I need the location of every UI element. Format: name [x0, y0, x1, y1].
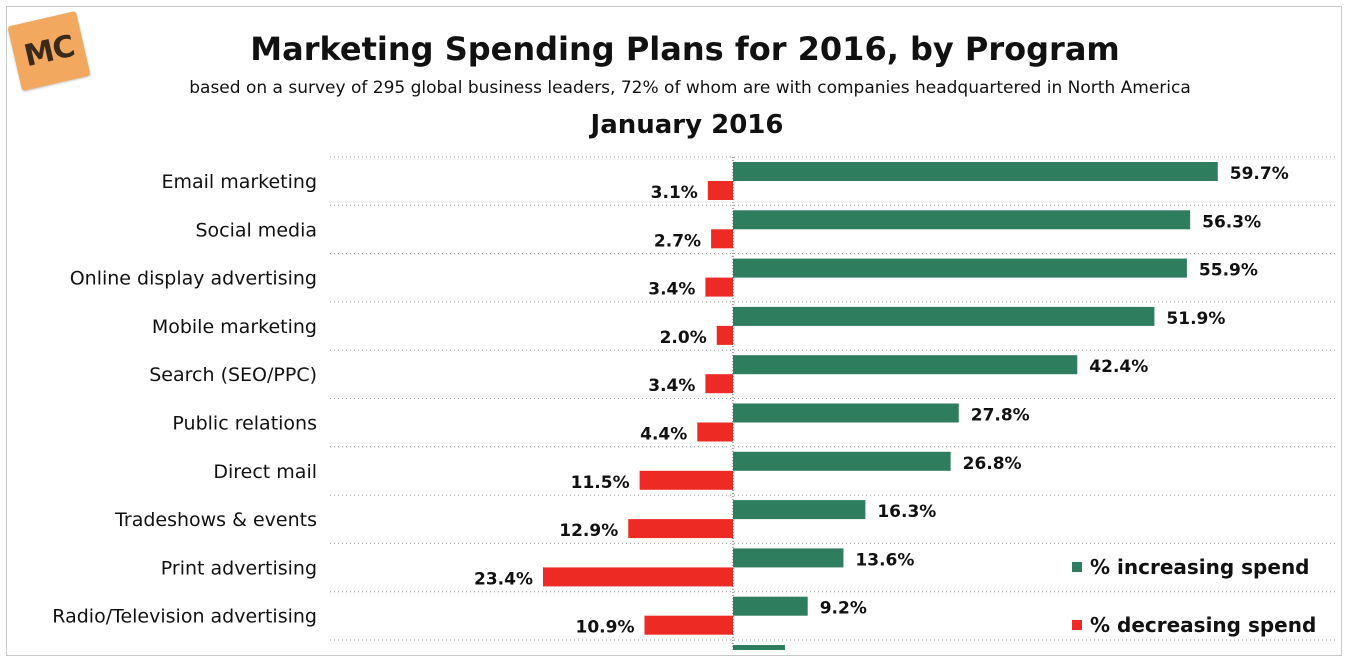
increasing-bar [733, 306, 1155, 326]
decreasing-value-label: 4.4% [640, 425, 687, 445]
increasing-bar [733, 403, 959, 423]
decreasing-value-label: 10.9% [576, 618, 635, 638]
increasing-bar [733, 210, 1191, 230]
decreasing-bar [711, 229, 733, 249]
chart-title: Marketing Spending Plans for 2016, by Pr… [250, 30, 1120, 68]
increasing-bar [733, 596, 808, 616]
increasing-value-label: 55.9% [1199, 261, 1258, 281]
decreasing-bar [644, 615, 733, 635]
decreasing-value-label: 3.4% [648, 280, 695, 300]
category-label: Search (SEO/PPC) [149, 364, 317, 386]
decreasing-bar [697, 422, 733, 442]
legend-decreasing-swatch [1072, 620, 1082, 630]
category-label: Social media [195, 219, 317, 241]
increasing-value-label: 13.6% [855, 550, 914, 570]
decreasing-bar [628, 519, 733, 539]
decreasing-bar [707, 181, 733, 200]
increasing-value-label: 59.7% [1230, 164, 1289, 184]
increasing-value-label: 42.4% [1089, 357, 1148, 377]
increasing-value-label: 9.2% [820, 599, 867, 619]
category-label: Print advertising [161, 557, 317, 579]
decreasing-bar [705, 374, 733, 394]
chart-subtitle: based on a survey of 295 global business… [189, 78, 1191, 98]
legend-decreasing: % decreasing spend [1072, 613, 1316, 637]
category-label: Tradeshows & events [114, 509, 317, 531]
increasing-value-label: 16.3% [877, 502, 936, 522]
increasing-bar [733, 548, 844, 568]
decreasing-value-label: 3.1% [651, 183, 698, 203]
decreasing-bar [542, 567, 733, 587]
legend-increasing: % increasing spend [1072, 555, 1310, 579]
decreasing-value-label: 2.7% [654, 231, 701, 251]
legend-decreasing-label: % decreasing spend [1090, 613, 1317, 637]
decreasing-bar [639, 470, 733, 490]
increasing-value-label: 27.8% [971, 406, 1030, 426]
increasing-value-label: 51.9% [1166, 309, 1225, 329]
chart-period: January 2016 [590, 110, 784, 140]
category-label: Online display advertising [70, 268, 317, 290]
legend-increasing-swatch [1072, 562, 1082, 572]
increasing-bar [733, 162, 1218, 181]
increasing-bar [733, 451, 951, 471]
decreasing-bar [716, 325, 733, 345]
decreasing-value-label: 12.9% [559, 521, 618, 541]
increasing-bar [733, 500, 866, 520]
category-label: Radio/Television advertising [52, 606, 317, 628]
decreasing-value-label: 2.0% [660, 328, 707, 348]
increasing-bar [733, 355, 1078, 375]
increasing-bar [733, 258, 1187, 278]
increasing-value-label: 56.3% [1202, 212, 1261, 232]
decreasing-value-label: 11.5% [571, 473, 630, 493]
category-label: Direct mail [213, 461, 317, 483]
category-label: Public relations [172, 413, 317, 435]
category-label: Mobile marketing [152, 316, 317, 338]
category-label: Email marketing [161, 171, 317, 193]
increasing-bar [733, 645, 785, 650]
decreasing-value-label: 23.4% [474, 569, 533, 589]
decreasing-bar [705, 277, 733, 297]
legend-increasing-label: % increasing spend [1090, 555, 1310, 579]
increasing-value-label: 26.8% [963, 454, 1022, 474]
decreasing-value-label: 3.4% [648, 376, 695, 396]
